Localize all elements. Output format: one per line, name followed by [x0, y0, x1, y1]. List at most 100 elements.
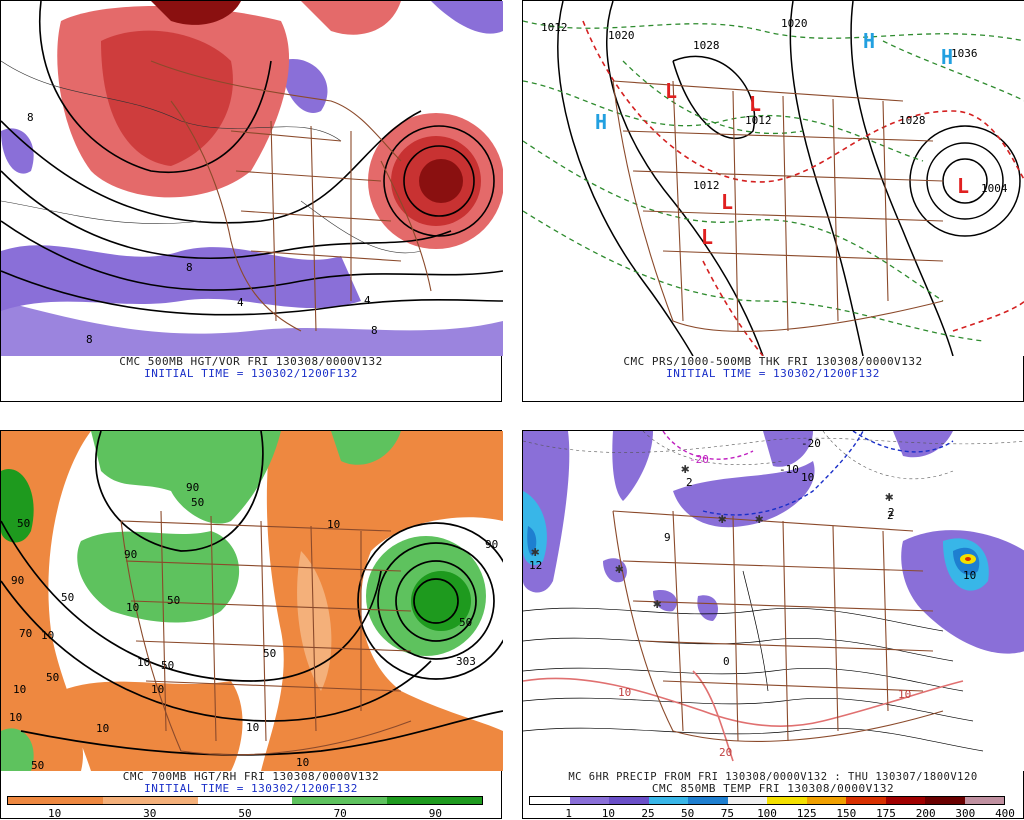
map-label: 10 — [801, 471, 814, 484]
vort-label: 4 — [364, 294, 371, 307]
vort-label: 4 — [237, 296, 244, 309]
vort-label: 8 — [27, 111, 34, 124]
scale-tick-label: 90 — [428, 807, 443, 820]
panel-subtitle: CMC 850MB TEMP FRI 130308/0000V132 — [651, 782, 895, 795]
snow-icon: ✱ — [653, 596, 662, 612]
panel-500mb-vorticity: 8 8 8 4 8 4 CMC 500MB HGT/VOR FRI 130308… — [0, 0, 503, 402]
color-swatch — [8, 797, 103, 804]
rh-label: 90 — [124, 548, 137, 561]
rh-label: 50 — [61, 591, 74, 604]
scale-tick-label: 200 — [915, 807, 936, 820]
isobar-label: 1020 — [608, 29, 635, 42]
rh-label: 70 — [19, 627, 32, 640]
scale-tick-label: 400 — [995, 807, 1015, 820]
isobar-label: 1028 — [693, 39, 720, 52]
vorticity-map: 8 8 8 4 8 4 — [1, 1, 503, 356]
rh-label: 50 — [46, 671, 59, 684]
low-pressure-icon: L — [749, 92, 761, 116]
panel-precip-850mb-temp: ✱ ✱ ✱ ✱ ✱ ✱ ✱ 12 2 10 2 9 -10 -20 -20 10… — [522, 430, 1024, 820]
rh-label: 10 — [41, 629, 54, 642]
snow-icon: ✱ — [615, 561, 624, 577]
pressure-map: 1012 1020 1028 1020 1012 1028 1004 1012 … — [523, 1, 1024, 356]
color-swatch — [609, 797, 649, 804]
isobar-label: 1028 — [899, 114, 926, 127]
scale-tick-label: 125 — [796, 807, 817, 820]
color-swatch — [569, 797, 609, 804]
rh-color-scale — [7, 796, 483, 805]
rh-label: 90 — [11, 574, 24, 587]
isobar-label: 1012 — [541, 21, 568, 34]
scale-tick-label: 25 — [641, 807, 655, 820]
color-swatch — [648, 797, 688, 804]
isobar-label: 1020 — [781, 17, 808, 30]
rh-label: 50 — [31, 759, 44, 771]
rh-label: 50 — [167, 594, 180, 607]
rh-label: 50 — [191, 496, 204, 509]
scale-tick-label: 1 — [565, 807, 572, 820]
rh-label: 50 — [161, 659, 174, 672]
panel-title: MC 6HR PRECIP FROM FRI 130308/0000V132 :… — [568, 771, 978, 783]
map-label: -20 — [801, 437, 821, 450]
scale-tick-label: 10 — [601, 807, 615, 820]
rh-label: 90 — [485, 538, 498, 551]
color-swatch — [530, 797, 570, 804]
rh-label: 10 — [9, 711, 22, 724]
snow-icon: ✱ — [718, 511, 727, 527]
rh-map: 50 90 70 50 10 10 50 10 50 90 10 50 10 9… — [1, 431, 503, 771]
scale-tick-label: 50 — [238, 807, 252, 820]
map-label: 0 — [723, 655, 730, 668]
color-swatch — [964, 797, 1004, 804]
color-swatch — [387, 797, 482, 804]
snow-icon: ✱ — [531, 544, 540, 560]
isobar-label: 1012 — [693, 179, 720, 192]
rh-label: 10 — [126, 601, 139, 614]
scale-tick-label: 30 — [143, 807, 157, 820]
map-label: 9 — [664, 531, 671, 544]
panel-title: CMC 700MB HGT/RH FRI 130308/0000V132 — [122, 770, 380, 783]
low-pressure-icon: L — [721, 190, 733, 214]
scale-tick-label: 150 — [836, 807, 857, 820]
snow-icon: ✱ — [681, 461, 690, 477]
map-label: 2 — [888, 506, 895, 519]
color-swatch — [806, 797, 846, 804]
panel-700mb-rh: 50 90 70 50 10 10 50 10 50 90 10 50 10 9… — [0, 430, 503, 820]
rh-label: 10 — [96, 722, 109, 735]
rh-label: 10 — [246, 721, 259, 734]
low-pressure-icon: L — [665, 79, 677, 103]
scale-tick-label: 300 — [955, 807, 976, 820]
map-label: 10 — [898, 688, 911, 701]
map-label: -20 — [689, 453, 709, 466]
panel-init-time: INITIAL TIME = 130302/1200F132 — [666, 367, 880, 380]
panel-mslp-thickness: 1012 1020 1028 1020 1012 1028 1004 1012 … — [522, 0, 1024, 402]
map-label: 12 — [529, 559, 542, 572]
rh-label: 10 — [137, 656, 150, 669]
low-pressure-icon: L — [701, 225, 713, 249]
high-pressure-icon: H — [863, 29, 875, 53]
isobar-label: 1012 — [745, 114, 772, 127]
panel-init-time: INITIAL TIME = 130302/1200F132 — [144, 782, 358, 795]
scale-tick-label: 10 — [47, 807, 62, 820]
rh-label: 10 — [296, 756, 309, 769]
color-swatch — [688, 797, 728, 804]
vort-label: 8 — [371, 324, 378, 337]
scale-tick-label: 100 — [757, 807, 777, 820]
scale-tick-label: 50 — [681, 807, 695, 820]
map-label: 2 — [887, 509, 894, 522]
rh-label: 90 — [186, 481, 199, 494]
color-swatch — [767, 797, 807, 804]
high-pressure-icon: H — [595, 110, 607, 134]
vort-label: 8 — [186, 261, 193, 274]
rh-label: 10 — [327, 518, 340, 531]
color-swatch — [292, 797, 388, 804]
scale-tick-label: 70 — [333, 807, 347, 820]
color-swatch — [925, 797, 965, 804]
color-swatch — [727, 797, 767, 804]
map-label: -10 — [779, 463, 799, 476]
vort-label: 8 — [86, 333, 93, 346]
panel-init-time: INITIAL TIME = 130302/1200F132 — [144, 367, 358, 380]
high-pressure-icon: H — [941, 45, 953, 69]
panel-title: CMC 500MB HGT/VOR FRI 130308/0000V132 — [119, 355, 383, 368]
precip-map: ✱ ✱ ✱ ✱ ✱ ✱ ✱ 12 2 10 2 9 -10 -20 -20 10… — [523, 431, 1024, 771]
rh-label: 50 — [263, 647, 276, 660]
map-label: 10 — [963, 569, 976, 582]
